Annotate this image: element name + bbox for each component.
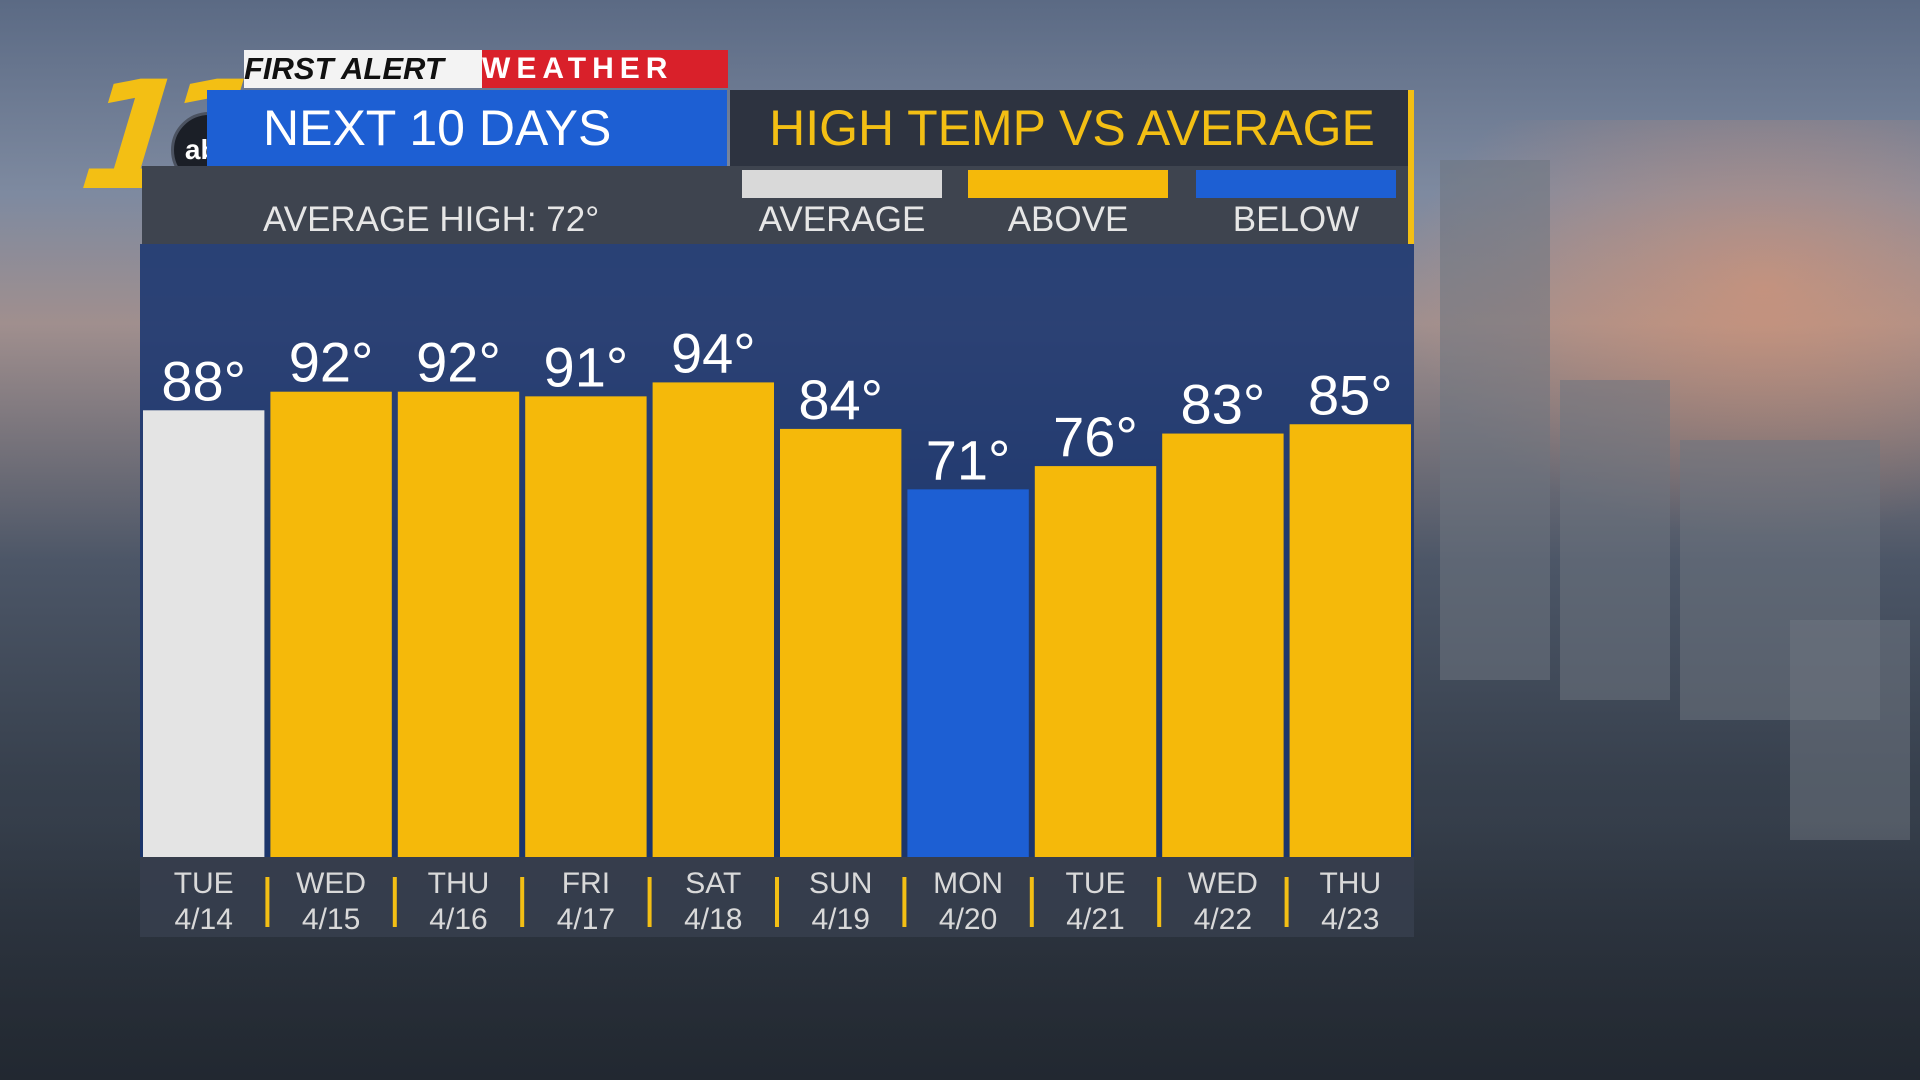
x-tick-separator: [392, 877, 397, 927]
bar-mon-4-20: [907, 489, 1029, 857]
x-tick-day: MON: [933, 867, 1003, 900]
bar-sun-4-19: [780, 428, 902, 857]
bar-value-label: 88°: [161, 349, 246, 412]
bar-tue-4-21: [1034, 466, 1157, 857]
chart-title: HIGH TEMP VS AVERAGE: [730, 90, 1414, 166]
x-tick-day: TUE: [1066, 867, 1126, 900]
page-title: NEXT 10 DAYS: [207, 90, 727, 166]
bar-wed-4-22: [1162, 433, 1284, 857]
background-building: [1560, 380, 1670, 700]
x-tick-separator: [1284, 877, 1289, 927]
first-alert-label: FIRST ALERT: [244, 50, 482, 88]
accent-divider: [1408, 90, 1414, 244]
x-tick-separator: [520, 877, 525, 927]
x-tick-day: WED: [296, 867, 366, 900]
x-tick-date: 4/20: [939, 903, 997, 936]
bar-value-label: 85°: [1308, 363, 1393, 426]
x-tick-date: 4/14: [175, 903, 233, 936]
x-tick-date: 4/17: [557, 903, 615, 936]
x-tick-day: THU: [1319, 867, 1381, 900]
x-tick-day: TUE: [174, 867, 234, 900]
background-building: [1440, 160, 1550, 680]
x-tick-day: FRI: [562, 867, 610, 900]
x-tick-date: 4/23: [1321, 903, 1379, 936]
legend-swatch-average: [742, 170, 942, 198]
x-tick-separator: [1157, 877, 1162, 927]
legend-label-average: AVERAGE: [758, 200, 926, 239]
x-tick-separator: [902, 877, 907, 927]
bar-value-label: 94°: [671, 321, 756, 384]
x-tick-date: 4/22: [1194, 903, 1252, 936]
background-building: [1790, 620, 1910, 840]
bar-value-label: 92°: [289, 331, 374, 394]
bar-tue-4-14: [143, 410, 265, 857]
bar-value-label: 92°: [416, 331, 501, 394]
bar-value-label: 83°: [1181, 373, 1266, 436]
x-tick-day: SAT: [685, 867, 741, 900]
weather-label: WEATHER: [482, 50, 728, 88]
bar-thu-4-23: [1289, 424, 1411, 857]
legend-label-above: ABOVE: [1007, 200, 1129, 239]
x-tick-date: 4/21: [1066, 903, 1124, 936]
bar-value-label: 91°: [544, 335, 629, 398]
x-tick-separator: [775, 877, 779, 927]
bar-fri-4-17: [525, 396, 647, 857]
bar-value-label: 71°: [926, 428, 1011, 491]
bar-sat-4-18: [652, 382, 774, 857]
legend-swatch-above: [968, 170, 1168, 198]
x-tick-date: 4/19: [812, 903, 870, 936]
x-tick-separator: [647, 877, 652, 927]
bar-thu-4-16: [397, 391, 520, 857]
legend-swatch-below: [1196, 170, 1396, 198]
x-tick-date: 4/15: [302, 903, 360, 936]
bar-wed-4-15: [270, 391, 392, 857]
x-tick-day: THU: [428, 867, 490, 900]
x-tick-date: 4/16: [429, 903, 487, 936]
bar-value-label: 76°: [1053, 405, 1138, 468]
x-tick-day: SUN: [809, 867, 872, 900]
average-high-note: AVERAGE HIGH: 72°: [263, 200, 600, 239]
x-tick-separator: [1029, 877, 1034, 927]
x-tick-day: WED: [1188, 867, 1258, 900]
bar-value-label: 84°: [798, 368, 883, 431]
x-tick-date: 4/18: [684, 903, 742, 936]
legend-label-below: BELOW: [1232, 200, 1360, 239]
x-tick-separator: [265, 877, 270, 927]
